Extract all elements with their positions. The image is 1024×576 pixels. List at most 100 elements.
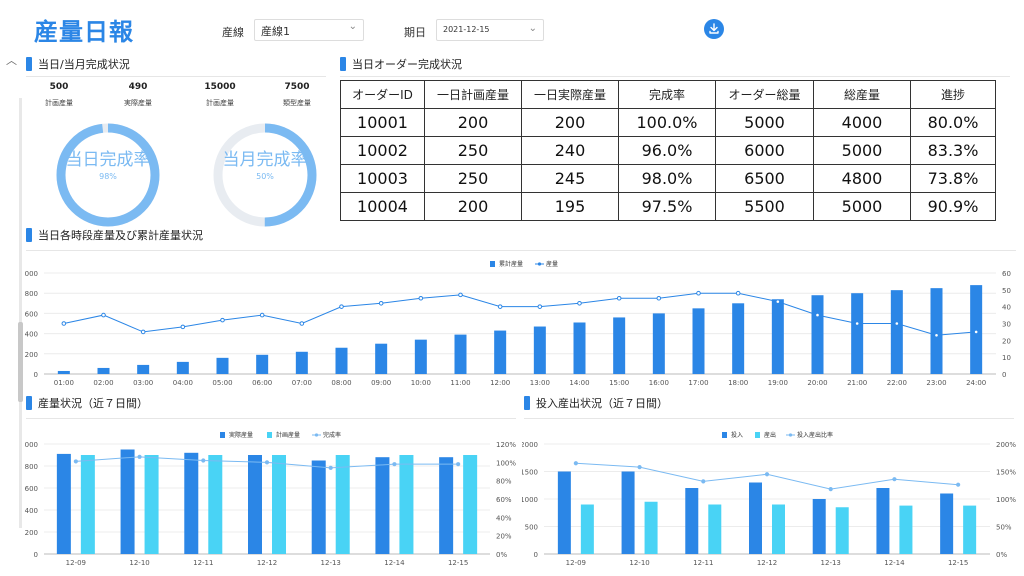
bar	[835, 507, 849, 554]
line-select[interactable]: 産線1 ⌄	[254, 19, 364, 41]
table-cell: 98.0%	[618, 164, 716, 193]
legend-swatch	[490, 261, 495, 267]
y-tick-label: 800	[25, 290, 38, 298]
bar	[57, 370, 70, 374]
table-cell: 6500	[715, 164, 814, 193]
x-tick-label: 16:00	[649, 379, 669, 387]
line-point	[220, 317, 225, 323]
left-scrollbar[interactable]: ︿	[0, 52, 24, 528]
x-tick-label: 12-14	[384, 559, 405, 567]
table-cell: 200	[424, 108, 522, 137]
table-cell: 195	[521, 192, 619, 221]
table-cell: 10001	[340, 108, 425, 137]
y2-tick-label: 120%	[496, 441, 516, 449]
bar	[613, 317, 626, 374]
y-tick-label: 1500	[522, 469, 538, 477]
x-tick-label: 23:00	[926, 379, 946, 387]
summary-section-title: 当日/当月完成状況	[26, 56, 130, 72]
hourly-section-title: 当日各時段産量及び累計産量状況	[26, 227, 203, 243]
bar	[375, 343, 388, 374]
x-tick-label: 24:00	[966, 379, 986, 387]
x-tick-label: 04:00	[173, 379, 193, 387]
bar	[580, 504, 594, 554]
x-tick-label: 05:00	[212, 379, 232, 387]
weekly-output-chart: 0 200 400 600 800 1000 0% 20% 40% 60% 80% 100% 120% 1…	[24, 431, 516, 567]
table-row: 10003 250 245 98.0% 6500 4800 73.8%	[340, 164, 996, 193]
line-point	[616, 295, 622, 301]
table-cell: 5000	[813, 136, 911, 165]
bar	[216, 357, 229, 374]
line-point	[458, 292, 463, 298]
page-title: 産量日報	[34, 18, 134, 46]
table-cell: 240	[521, 136, 619, 165]
bar	[940, 493, 954, 554]
table-cell: 5500	[715, 192, 814, 221]
table-cell: 245	[521, 164, 619, 193]
line-point	[180, 324, 186, 330]
line-point	[339, 304, 344, 309]
table-cell: 97.5%	[618, 192, 716, 221]
gauge-label: 当月完成率	[222, 150, 308, 170]
bar	[56, 453, 71, 554]
table-row: 10001 200 200 100.0% 5000 4000 80.0%	[340, 108, 996, 137]
legend-swatch	[537, 262, 542, 266]
x-tick-label: 12-10	[129, 559, 149, 567]
y-tick-label: 200	[25, 351, 38, 359]
y2-tick-label: 60%	[496, 496, 512, 504]
table-cell: 6000	[715, 136, 814, 165]
bar	[811, 295, 824, 374]
bar	[812, 499, 826, 554]
bar	[184, 452, 199, 554]
chevron-up-icon[interactable]: ︿	[6, 54, 17, 67]
kpi-daily-plan: 500 計画産量	[24, 82, 94, 108]
weekly-section-title: 産量状況（近７日間）	[26, 395, 148, 411]
bar	[533, 326, 546, 374]
line-point	[328, 465, 333, 470]
x-tick-label: 15:00	[609, 379, 629, 387]
summary-section-label: 当日/当月完成状況	[38, 58, 130, 71]
download-button[interactable]	[704, 19, 724, 39]
bar	[295, 351, 308, 374]
bar	[851, 293, 864, 374]
scroll-track[interactable]	[19, 98, 22, 528]
column-header: オーダーID	[340, 80, 425, 109]
line-point	[456, 462, 461, 467]
x-tick-label: 03:00	[133, 379, 153, 387]
bar	[732, 303, 745, 374]
date-picker[interactable]: 2021-12-15 ⌄	[436, 19, 544, 41]
bar	[494, 330, 507, 374]
line-point	[701, 479, 706, 484]
gauge-fill	[213, 123, 317, 227]
legend-label: 投入産出比率	[797, 431, 833, 439]
bar	[970, 285, 983, 374]
bar	[439, 457, 454, 554]
x-tick-label: 12-15	[448, 559, 468, 567]
table-cell: 10002	[340, 136, 425, 165]
daily-completion-gauge	[56, 123, 160, 227]
section-marker	[26, 57, 32, 71]
series-line	[63, 292, 977, 336]
table-cell: 83.3%	[910, 136, 996, 165]
y2-tick-label: 150%	[996, 469, 1016, 477]
line-point	[656, 295, 662, 301]
x-tick-label: 01:00	[54, 379, 74, 387]
table-cell: 10003	[340, 164, 425, 193]
x-tick-label: 12-13	[321, 559, 341, 567]
y2-tick-label: 60	[1002, 270, 1011, 278]
x-tick-label: 07:00	[292, 379, 312, 387]
table-cell: 4800	[813, 164, 911, 193]
x-tick-label: 09:00	[371, 379, 391, 387]
scroll-thumb[interactable]	[18, 322, 23, 402]
line-point	[775, 299, 781, 304]
line-point	[140, 329, 146, 335]
x-tick-label: 12-13	[821, 559, 841, 567]
bar	[890, 290, 903, 374]
y2-tick-label: 50	[1002, 287, 1011, 295]
kpi-daily-actual: 490 実際産量	[103, 82, 173, 108]
line-point	[894, 321, 900, 326]
line-point	[264, 460, 270, 465]
bar	[375, 457, 390, 554]
divider	[26, 418, 516, 419]
table-cell: 10004	[340, 192, 425, 221]
line-point	[378, 301, 384, 306]
